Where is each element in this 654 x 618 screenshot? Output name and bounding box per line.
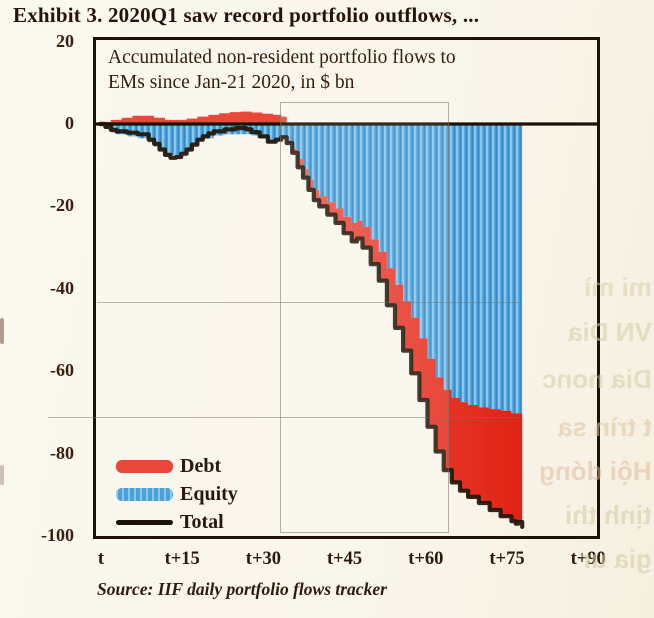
x-tick-label: t+15 (164, 549, 200, 569)
chart-subtitle-line1: Accumulated non-resident portfolio flows… (108, 47, 456, 68)
page-edge-mark (0, 318, 4, 344)
legend: Debt Equity Total (116, 452, 336, 536)
x-tick-label: t+60 (408, 549, 444, 569)
y-tick-label: -60 (50, 360, 74, 381)
page-edge-mark (0, 465, 4, 485)
total-line (97, 121, 525, 529)
exhibit-title: Exhibit 3. 2020Q1 saw record portfolio o… (13, 3, 480, 27)
x-tick-label: t+75 (489, 549, 525, 569)
bleed-through-text: tịnh thi (565, 500, 652, 530)
legend-swatch-debt (116, 459, 173, 473)
bleed-through-text: Dia nonc (542, 364, 652, 394)
y-tick-label: 20 (56, 30, 74, 51)
legend-item-debt: Debt (116, 452, 336, 480)
bleed-through-text: VN Dia (568, 317, 652, 347)
legend-item-total: Total (116, 508, 336, 536)
y-tick-label: -40 (50, 277, 74, 298)
chart-subtitle-line2: EMs since Jan-21 2020, in $ bn (108, 71, 355, 93)
legend-item-equity: Equity (116, 480, 336, 508)
legend-swatch-equity (116, 487, 173, 501)
equity-area (100, 124, 523, 415)
bleed-through-text: gia ur (581, 544, 652, 574)
x-tick-label: t+30 (245, 549, 281, 569)
legend-label: Debt (180, 454, 222, 477)
legend-swatch-total (116, 520, 173, 525)
y-tick-label: -100 (41, 525, 74, 545)
y-tick-label: -20 (50, 195, 74, 216)
bleed-through-text: mi mì (584, 272, 652, 302)
x-tick-label: t+90 (570, 549, 606, 569)
chart-plot (96, 111, 597, 529)
legend-label: Equity (180, 482, 238, 505)
y-tick-label: 0 (65, 113, 74, 133)
plot-box: Accumulated non-resident portfolio flows… (93, 37, 600, 539)
x-tick-label: t+45 (326, 549, 363, 569)
x-tick-label: t (97, 549, 105, 569)
debt-area-positive (100, 111, 287, 124)
chart-subtitle: Accumulated non-resident portfolio flows… (108, 46, 588, 95)
source-note: Source: IIF daily portfolio flows tracke… (97, 579, 387, 599)
legend-label: Total (180, 510, 224, 533)
bleed-through-text: t trìn sa (558, 412, 652, 442)
bleed-through-text: Hội dóng (539, 456, 652, 486)
y-tick-label: -80 (50, 442, 74, 463)
